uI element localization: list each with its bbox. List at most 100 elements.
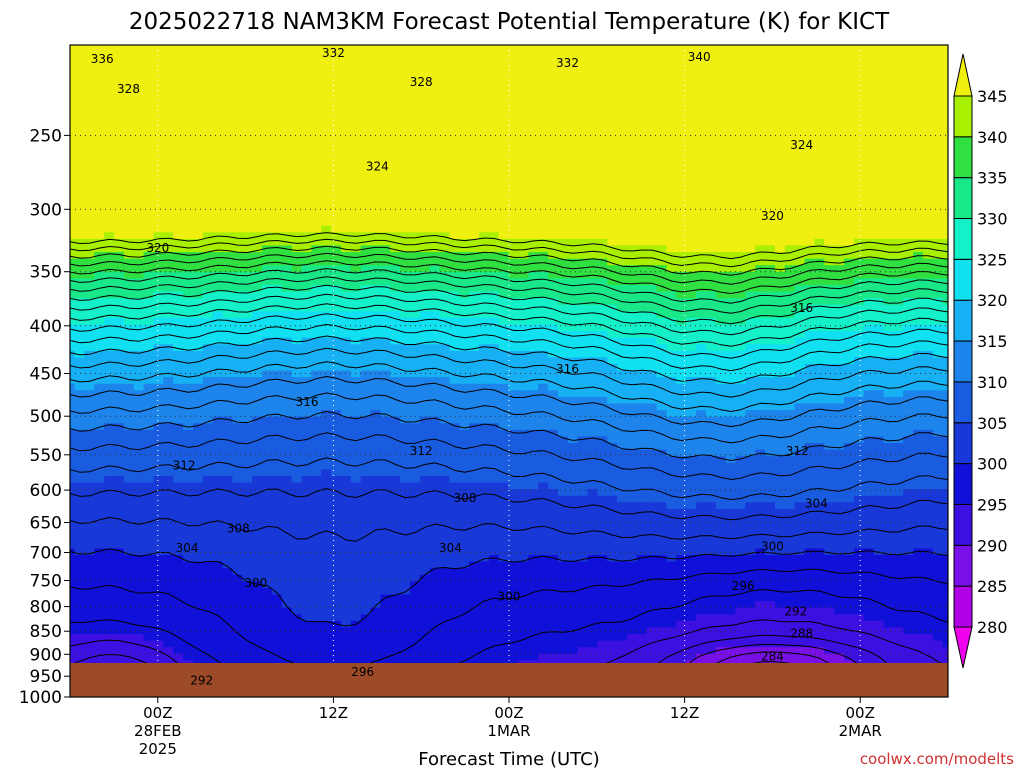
x-tick-label: 00Z [846, 704, 875, 722]
contour-308 [70, 432, 948, 480]
y-tick-label: 300 [30, 200, 62, 220]
contour-label: 316 [790, 301, 813, 315]
contour-label: 324 [790, 138, 813, 152]
colorbar-label: 280 [977, 618, 1008, 637]
x-tick-label: 28FEB [134, 722, 181, 740]
contour-label: 308 [227, 522, 250, 536]
colorbar-max-arrow [953, 53, 973, 97]
colorbar-label: 325 [977, 250, 1008, 269]
colorbar-label: 290 [977, 536, 1008, 555]
contour-318 [70, 347, 948, 398]
contour-label: 292 [190, 674, 213, 688]
y-tick-label: 600 [30, 481, 62, 501]
contour-300 [70, 548, 948, 627]
colorbar-swatch [953, 422, 973, 465]
contour-338 [70, 252, 948, 285]
contour-label: 304 [176, 541, 199, 555]
y-tick-label: 400 [30, 317, 62, 337]
colorbar-swatch [953, 218, 973, 260]
y-tick-label: 750 [30, 572, 62, 592]
y-tick-label: 350 [30, 263, 62, 283]
contour-304 [70, 488, 948, 521]
contour-label: 284 [761, 650, 784, 664]
contour-312 [70, 392, 948, 444]
x-tick-label: 00Z [143, 704, 172, 722]
contour-344 [70, 232, 948, 260]
contour-label: 312 [786, 444, 809, 458]
grid-lines [70, 45, 948, 697]
colorbar-swatch [953, 177, 973, 219]
y-tick-label: 250 [30, 126, 62, 146]
x-axis-label: Forecast Time (UTC) [418, 749, 599, 768]
contour-label: 292 [784, 605, 807, 619]
contour-label: 312 [410, 444, 433, 458]
x-tick-label: 12Z [670, 704, 699, 722]
colorbar-label: 300 [977, 455, 1008, 474]
colorbar-label: 315 [977, 332, 1008, 351]
colorbar-label: 310 [977, 373, 1008, 392]
y-tick-label: 800 [30, 598, 62, 618]
contour-324 [70, 313, 948, 359]
contour-336 [70, 260, 948, 294]
colorbar-label: 285 [977, 577, 1008, 596]
contour-label: 320 [761, 209, 784, 223]
contour-label: 336 [91, 52, 114, 66]
colorbar: 280 285 290 295 300 305 310 315 320 325 330 335 340 3… [953, 53, 1008, 669]
contour-label: 300 [761, 540, 784, 554]
contour-label: 304 [805, 496, 828, 510]
y-axis: 250 300 350 400 450 500 550 600 650 700 750 800 850 9… [19, 126, 70, 708]
contour-label: 300 [498, 589, 521, 603]
x-tick-label: 2MAR [839, 722, 882, 740]
colorbar-label: 345 [977, 87, 1008, 106]
y-tick-label: 950 [30, 667, 62, 687]
colorbar-swatch [953, 136, 973, 179]
contour-306 [70, 457, 948, 501]
colorbar-label: 320 [977, 291, 1008, 310]
colorbar-label: 340 [977, 128, 1008, 147]
contour-label: 288 [790, 627, 813, 641]
colorbar-swatch [953, 585, 973, 628]
plot-area: 336 332 332 340 328 328 324 324 320 320 316 316 316 3… [70, 45, 948, 697]
colorbar-swatch [953, 299, 973, 342]
contour-320 [70, 335, 948, 384]
contour-330 [70, 284, 948, 325]
contour-label: 308 [454, 491, 477, 505]
colorbar-swatch [953, 544, 973, 587]
contour-302 [70, 517, 948, 542]
contour-328 [70, 293, 948, 336]
contour-332 [70, 276, 948, 314]
contour-298 [70, 568, 948, 669]
contour-label: 312 [173, 459, 196, 473]
contour-322 [70, 324, 948, 372]
y-tick-label: 1000 [19, 688, 62, 708]
y-tick-label: 850 [30, 622, 62, 642]
colorbar-label: 305 [977, 414, 1008, 433]
colorbar-label: 295 [977, 496, 1008, 515]
colorbar-swatch [953, 340, 973, 383]
x-tick-label: 1MAR [487, 722, 530, 740]
y-tick-label: 550 [30, 446, 62, 466]
x-tick-label: 00Z [494, 704, 523, 722]
contour-label: 324 [366, 160, 389, 174]
colorbar-label: 335 [977, 169, 1008, 188]
contour-label: 340 [688, 50, 711, 64]
contour-label: 328 [117, 82, 140, 96]
y-tick-label: 900 [30, 645, 62, 665]
contour-342 [70, 238, 948, 268]
colorbar-swatch [953, 504, 973, 546]
y-tick-label: 650 [30, 514, 62, 534]
contour-326 [70, 303, 948, 347]
y-tick-label: 700 [30, 544, 62, 564]
x-tick-label: 12Z [319, 704, 348, 722]
chart-title: 2025022718 NAM3KM Forecast Potential Tem… [129, 9, 890, 35]
contour-label: 316 [556, 362, 579, 376]
contour-label: 296 [351, 665, 374, 679]
contour-310 [70, 411, 948, 461]
contour-labels: 336 332 332 340 328 328 324 324 320 320 316 316 316 3… [91, 46, 828, 688]
colorbar-swatch [953, 381, 973, 424]
contour-314 [70, 376, 948, 428]
contour-340 [70, 245, 948, 276]
x-tick-label: 2025 [139, 740, 177, 758]
